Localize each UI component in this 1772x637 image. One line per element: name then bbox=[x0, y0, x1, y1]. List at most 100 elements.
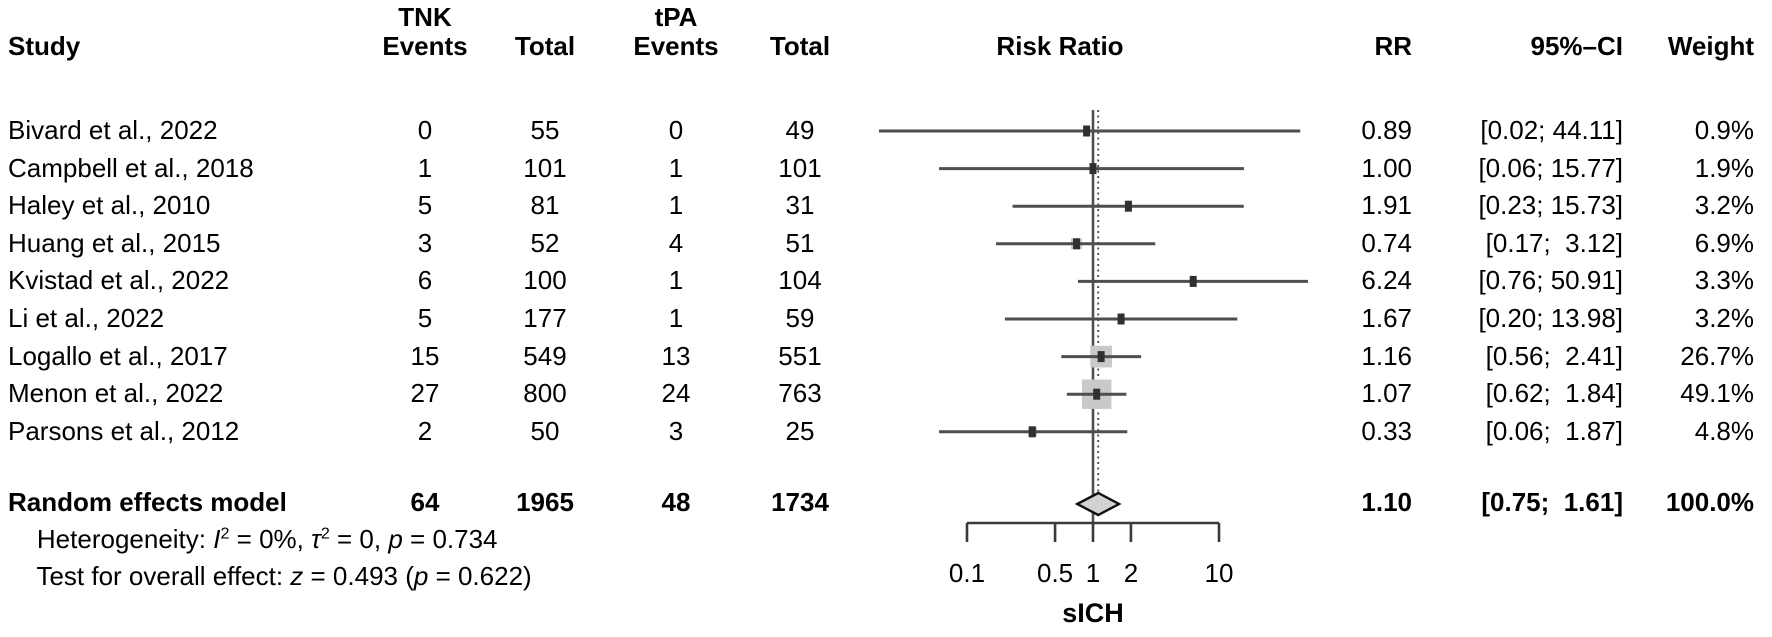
overall-effect-prefix: Test for overall effect: bbox=[36, 561, 291, 592]
tpa-total: 49 bbox=[785, 115, 815, 146]
weight-value: 3.3% bbox=[1694, 265, 1754, 296]
tpa-events: 13 bbox=[661, 340, 691, 371]
tpa-events: 1 bbox=[668, 152, 684, 183]
study-name: Campbell et al., 2018 bbox=[8, 152, 254, 183]
weight-value: 1.9% bbox=[1694, 152, 1754, 183]
column-header-tnk-group: TNK bbox=[398, 2, 452, 33]
tpa-events: 1 bbox=[668, 303, 684, 334]
heterogeneity-note: Heterogeneity: I2 = 0%, τ2 = 0, p = 0.73… bbox=[8, 495, 498, 585]
summary-tnk-total: 1965 bbox=[516, 487, 574, 518]
tnk-events: 5 bbox=[417, 303, 433, 334]
overall-p-symbol: p bbox=[413, 561, 429, 592]
tpa-total: 101 bbox=[778, 152, 822, 183]
tnk-events: 0 bbox=[417, 115, 433, 146]
x-axis-tick-label: 10 bbox=[1205, 558, 1234, 588]
weight-value: 49.1% bbox=[1680, 378, 1754, 409]
column-header-ci: 95%–CI bbox=[1530, 31, 1624, 62]
summary-ci: [0.75; 1.61] bbox=[1481, 487, 1623, 518]
rr-value: 0.33 bbox=[1361, 415, 1412, 446]
summary-tpa-total: 1734 bbox=[771, 487, 829, 518]
tnk-events: 3 bbox=[417, 227, 433, 258]
point-estimate-marker bbox=[1189, 275, 1197, 287]
weight-value: 6.9% bbox=[1694, 227, 1754, 258]
tpa-total: 51 bbox=[785, 227, 815, 258]
tpa-total: 25 bbox=[785, 415, 815, 446]
tnk-total: 81 bbox=[530, 190, 560, 221]
study-name: Logallo et al., 2017 bbox=[8, 340, 228, 371]
ci-value: [0.20; 13.98] bbox=[1478, 303, 1623, 334]
point-estimate-marker bbox=[1073, 238, 1081, 250]
heterogeneity-prefix: Heterogeneity: bbox=[36, 524, 214, 555]
rr-value: 1.07 bbox=[1361, 378, 1412, 409]
tnk-events: 15 bbox=[410, 340, 440, 371]
study-name: Menon et al., 2022 bbox=[8, 378, 224, 409]
point-estimate-marker bbox=[1097, 351, 1105, 363]
column-header-tpa-total: Total bbox=[769, 31, 831, 62]
tau-squared-exponent: 2 bbox=[320, 524, 330, 543]
tpa-events: 0 bbox=[668, 115, 684, 146]
z-symbol: z bbox=[290, 561, 304, 592]
weight-value: 4.8% bbox=[1694, 415, 1754, 446]
study-name: Li et al., 2022 bbox=[8, 303, 165, 334]
summary-tnk-events: 64 bbox=[410, 487, 440, 518]
tpa-total: 551 bbox=[778, 340, 822, 371]
column-header-weight: Weight bbox=[1667, 31, 1754, 62]
study-name: Huang et al., 2015 bbox=[8, 227, 221, 258]
ci-value: [0.23; 15.73] bbox=[1478, 190, 1623, 221]
rr-value: 1.67 bbox=[1361, 303, 1412, 334]
tnk-events: 1 bbox=[417, 152, 433, 183]
column-header-tpa-events: Events bbox=[633, 31, 719, 62]
ci-value: [0.76; 50.91] bbox=[1478, 265, 1623, 296]
summary-weight: 100.0% bbox=[1665, 487, 1754, 518]
x-axis-tick-label: 2 bbox=[1124, 558, 1138, 588]
point-estimate-marker bbox=[1089, 163, 1097, 175]
overall-p-value: = 0.622) bbox=[428, 561, 532, 592]
i-squared-exponent: 2 bbox=[220, 524, 230, 543]
ci-value: [0.06; 15.77] bbox=[1478, 152, 1623, 183]
point-estimate-marker bbox=[1117, 313, 1125, 325]
heterogeneity-p-value: = 0.734 bbox=[402, 524, 498, 555]
tpa-events: 4 bbox=[668, 227, 684, 258]
tpa-total: 31 bbox=[785, 190, 815, 221]
study-name: Parsons et al., 2012 bbox=[8, 415, 240, 446]
z-value: = 0.493 ( bbox=[303, 561, 414, 592]
tnk-events: 6 bbox=[417, 265, 433, 296]
x-axis-tick-label: 1 bbox=[1086, 558, 1100, 588]
rr-value: 6.24 bbox=[1361, 265, 1412, 296]
tpa-events: 1 bbox=[668, 190, 684, 221]
heterogeneity-i2-value: = 0%, bbox=[229, 524, 312, 555]
tnk-total: 55 bbox=[530, 115, 560, 146]
point-estimate-marker bbox=[1028, 426, 1036, 438]
tpa-total: 59 bbox=[785, 303, 815, 334]
summary-diamond bbox=[1074, 491, 1122, 517]
tnk-total: 100 bbox=[523, 265, 567, 296]
rr-value: 1.91 bbox=[1361, 190, 1412, 221]
tnk-events: 2 bbox=[417, 415, 433, 446]
ci-value: [0.62; 1.84] bbox=[1485, 378, 1623, 409]
column-header-risk-ratio: Risk Ratio bbox=[996, 31, 1124, 62]
study-name: Haley et al., 2010 bbox=[8, 190, 211, 221]
tnk-events: 5 bbox=[417, 190, 433, 221]
tnk-total: 177 bbox=[523, 303, 567, 334]
ci-value: [0.17; 3.12] bbox=[1485, 227, 1623, 258]
rr-value: 0.89 bbox=[1361, 115, 1412, 146]
tpa-events: 24 bbox=[661, 378, 691, 409]
tnk-events: 27 bbox=[410, 378, 440, 409]
x-axis-label: sICH bbox=[1062, 598, 1124, 628]
i-squared-symbol: I bbox=[213, 524, 221, 555]
summary-rr: 1.10 bbox=[1361, 487, 1412, 518]
column-header-tnk-events: Events bbox=[382, 31, 468, 62]
weight-value: 0.9% bbox=[1694, 115, 1754, 146]
weight-value: 3.2% bbox=[1694, 303, 1754, 334]
point-estimate-marker bbox=[1083, 125, 1091, 137]
heterogeneity-p-symbol: p bbox=[388, 524, 403, 555]
study-name: Bivard et al., 2022 bbox=[8, 115, 218, 146]
tau-squared-symbol: τ bbox=[311, 524, 321, 555]
column-header-tpa-group: tPA bbox=[654, 2, 698, 33]
rr-value: 1.00 bbox=[1361, 152, 1412, 183]
heterogeneity-tau2-value: = 0, bbox=[329, 524, 389, 555]
summary-label: Random effects model bbox=[8, 487, 287, 518]
tnk-total: 549 bbox=[523, 340, 567, 371]
tpa-events: 1 bbox=[668, 265, 684, 296]
